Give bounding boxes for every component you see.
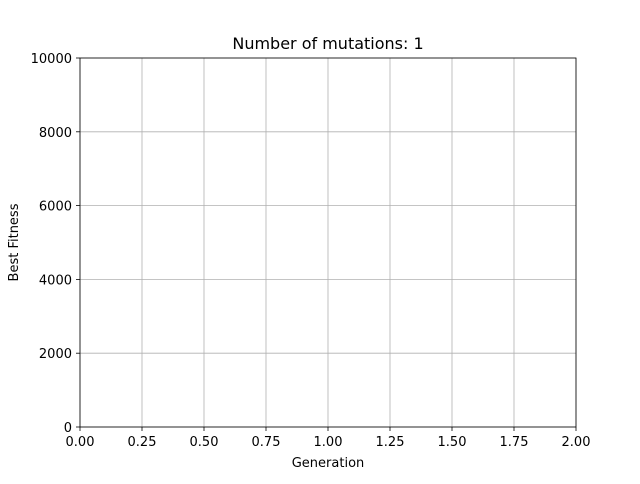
x-tick-label: 0.50 bbox=[190, 435, 219, 450]
y-tick-label: 8000 bbox=[39, 126, 72, 141]
x-tick-label: 2.00 bbox=[562, 435, 591, 450]
x-axis-label: Generation bbox=[292, 456, 365, 471]
y-tick-label: 6000 bbox=[39, 200, 72, 215]
x-tick-label: 1.50 bbox=[438, 435, 467, 450]
x-tick-label: 1.75 bbox=[500, 435, 529, 450]
x-tick-label: 1.00 bbox=[314, 435, 343, 450]
y-tick-label: 4000 bbox=[39, 273, 72, 288]
y-axis-label: Best Fitness bbox=[7, 203, 22, 281]
chart-title: Number of mutations: 1 bbox=[232, 34, 423, 53]
grid-layer bbox=[79, 57, 577, 428]
x-tick-label: 0.00 bbox=[66, 435, 95, 450]
tick-layer: 0.00 0.25 0.50 0.75 1.00 1.25 1.50 1.75 2.00 0 200… bbox=[31, 52, 591, 450]
x-tick-label: 1.25 bbox=[376, 435, 405, 450]
y-tick-label: 10000 bbox=[31, 52, 72, 67]
x-tick-label: 0.25 bbox=[128, 435, 157, 450]
x-tick-label: 0.75 bbox=[252, 435, 281, 450]
y-tick-label: 0 bbox=[64, 421, 72, 436]
y-tick-label: 2000 bbox=[39, 347, 72, 362]
